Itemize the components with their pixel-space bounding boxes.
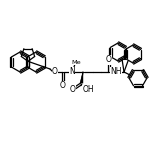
Text: O: O <box>60 81 66 90</box>
Text: O: O <box>106 55 112 64</box>
Polygon shape <box>80 72 83 83</box>
Text: NH: NH <box>110 67 122 76</box>
Text: O: O <box>52 67 58 76</box>
Text: Me: Me <box>71 59 81 64</box>
Text: N: N <box>69 67 75 76</box>
Text: O: O <box>70 85 76 95</box>
Text: OH: OH <box>82 85 94 95</box>
